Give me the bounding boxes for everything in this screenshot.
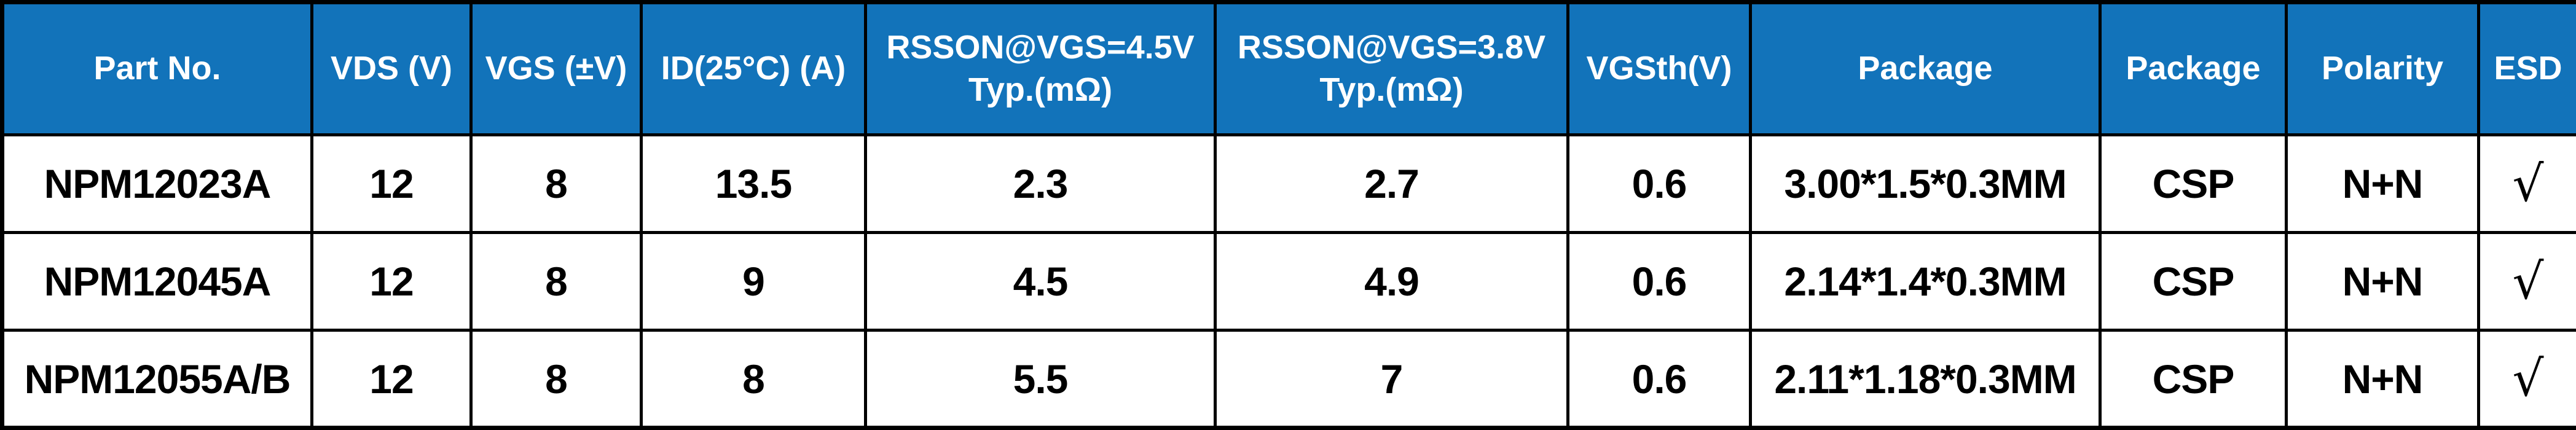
rsson-4v5-cell: 5.5 — [866, 330, 1215, 428]
col-header-package-type: Package — [2100, 2, 2287, 135]
table-row: NPM12023A 12 8 13.5 2.3 2.7 0.6 3.00*1.5… — [2, 135, 2576, 233]
col-header-vds: VDS (V) — [312, 2, 471, 135]
table-body: NPM12023A 12 8 13.5 2.3 2.7 0.6 3.00*1.5… — [2, 135, 2576, 428]
vgsth-cell: 0.6 — [1568, 135, 1751, 233]
id-25c-cell: 8 — [642, 330, 866, 428]
package-size-cell: 3.00*1.5*0.3MM — [1751, 135, 2100, 233]
col-header-rsson-3v8: RSSON@VGS=3.8V Typ.(mΩ) — [1215, 2, 1568, 135]
package-type-cell: CSP — [2100, 135, 2287, 233]
rsson-4v5-cell: 2.3 — [866, 135, 1215, 233]
vds-cell: 12 — [312, 233, 471, 330]
vds-cell: 12 — [312, 135, 471, 233]
col-header-vgsth: VGSth(V) — [1568, 2, 1751, 135]
vgsth-cell: 0.6 — [1568, 330, 1751, 428]
package-type-cell: CSP — [2100, 233, 2287, 330]
package-size-cell: 2.11*1.18*0.3MM — [1751, 330, 2100, 428]
col-header-rsson-4v5: RSSON@VGS=4.5V Typ.(mΩ) — [866, 2, 1215, 135]
col-header-polarity: Polarity — [2287, 2, 2479, 135]
vgs-cell: 8 — [471, 135, 642, 233]
polarity-cell: N+N — [2287, 330, 2479, 428]
polarity-cell: N+N — [2287, 135, 2479, 233]
id-25c-cell: 9 — [642, 233, 866, 330]
vgs-cell: 8 — [471, 330, 642, 428]
polarity-cell: N+N — [2287, 233, 2479, 330]
vgs-cell: 8 — [471, 233, 642, 330]
rsson-3v8-cell: 7 — [1215, 330, 1568, 428]
col-header-part-no: Part No. — [2, 2, 312, 135]
esd-checkmark-cell: √ — [2479, 233, 2576, 330]
part-no-cell: NPM12055A/B — [2, 330, 312, 428]
table-row: NPM12045A 12 8 9 4.5 4.9 0.6 2.14*1.4*0.… — [2, 233, 2576, 330]
table-row: NPM12055A/B 12 8 8 5.5 7 0.6 2.11*1.18*0… — [2, 330, 2576, 428]
col-header-id-25c: ID(25°C) (A) — [642, 2, 866, 135]
vgsth-cell: 0.6 — [1568, 233, 1751, 330]
col-header-esd: ESD — [2479, 2, 2576, 135]
vds-cell: 12 — [312, 330, 471, 428]
package-size-cell: 2.14*1.4*0.3MM — [1751, 233, 2100, 330]
package-type-cell: CSP — [2100, 330, 2287, 428]
rsson-3v8-cell: 2.7 — [1215, 135, 1568, 233]
part-no-cell: NPM12023A — [2, 135, 312, 233]
rsson-3v8-cell: 4.9 — [1215, 233, 1568, 330]
id-25c-cell: 13.5 — [642, 135, 866, 233]
part-no-cell: NPM12045A — [2, 233, 312, 330]
table-header: Part No. VDS (V) VGS (±V) ID(25°C) (A) R… — [2, 2, 2576, 135]
esd-checkmark-cell: √ — [2479, 135, 2576, 233]
rsson-4v5-cell: 4.5 — [866, 233, 1215, 330]
esd-checkmark-cell: √ — [2479, 330, 2576, 428]
header-row: Part No. VDS (V) VGS (±V) ID(25°C) (A) R… — [2, 2, 2576, 135]
col-header-vgs: VGS (±V) — [471, 2, 642, 135]
col-header-package-size: Package — [1751, 2, 2100, 135]
